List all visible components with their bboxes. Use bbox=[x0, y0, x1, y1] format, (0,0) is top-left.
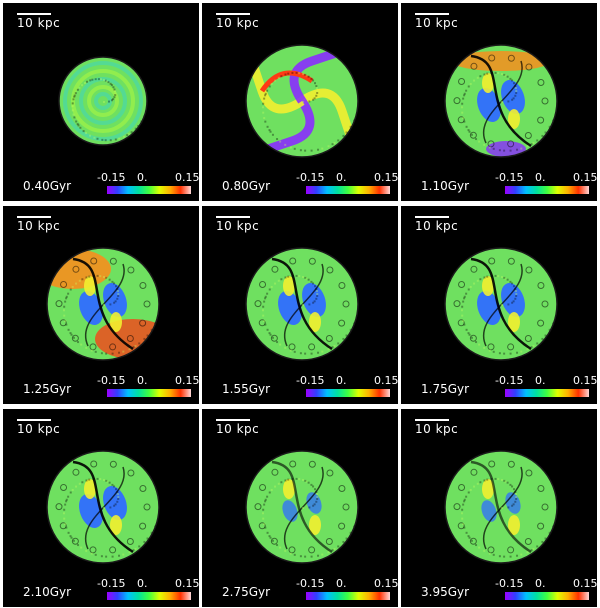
colorbar bbox=[107, 389, 191, 397]
colorbar-ticks: -0.15 0. 0.15 bbox=[296, 577, 398, 590]
colorbar-tick-label: -0.15 bbox=[97, 171, 126, 184]
colorbar bbox=[306, 389, 390, 397]
colorbar-tick-label: 0.15 bbox=[374, 374, 398, 387]
colorbar-ticks: -0.15 0. 0.15 bbox=[296, 171, 398, 184]
colorbar-tick-label: 0. bbox=[535, 374, 546, 387]
scale-label: 10 kpc bbox=[17, 219, 61, 233]
galaxy-velocity-map bbox=[46, 450, 160, 564]
simulation-panel: 10 kpc 1.75Gyr -0.15 0. 0.15 bbox=[401, 206, 597, 404]
colorbar-tick-label: 0.15 bbox=[573, 577, 597, 590]
simulation-panel: 10 kpc 0.40Gyr -0.15 0. 0.15 bbox=[3, 3, 199, 201]
colorbar-tick-label: -0.15 bbox=[296, 171, 325, 184]
simulation-panel: 10 kpc 2.75Gyr -0.15 0. 0.15 bbox=[202, 409, 398, 607]
colorbar bbox=[306, 592, 390, 600]
scale-bar bbox=[216, 216, 250, 218]
colorbar-tick-label: -0.15 bbox=[495, 374, 524, 387]
simulation-panel: 10 kpc 1.55Gyr -0.15 0. 0.15 bbox=[202, 206, 398, 404]
colorbar-tick-label: -0.15 bbox=[97, 374, 126, 387]
colorbar-ticks: -0.15 0. 0.15 bbox=[97, 577, 199, 590]
colorbar-tick-label: 0. bbox=[137, 374, 148, 387]
galaxy-velocity-map bbox=[46, 247, 160, 361]
colorbar-tick-label: -0.15 bbox=[296, 374, 325, 387]
colorbar bbox=[505, 592, 589, 600]
colorbar-tick-label: 0. bbox=[336, 374, 347, 387]
scale-bar bbox=[216, 13, 250, 15]
scale-label: 10 kpc bbox=[216, 219, 260, 233]
colorbar-tick-label: 0.15 bbox=[374, 577, 398, 590]
scale-bar bbox=[415, 419, 449, 421]
colorbar-tick-label: -0.15 bbox=[495, 577, 524, 590]
colorbar-tick-label: 0.15 bbox=[175, 577, 199, 590]
colorbar-ticks: -0.15 0. 0.15 bbox=[97, 374, 199, 387]
colorbar-tick-label: 0.15 bbox=[573, 171, 597, 184]
time-label: 1.25Gyr bbox=[23, 382, 72, 396]
galaxy-velocity-map bbox=[444, 247, 558, 361]
scale-label: 10 kpc bbox=[17, 422, 61, 436]
time-label: 2.10Gyr bbox=[23, 585, 72, 599]
scale-label: 10 kpc bbox=[415, 422, 459, 436]
scale-bar bbox=[17, 13, 51, 15]
galaxy-velocity-map bbox=[245, 44, 359, 158]
time-label: 0.80Gyr bbox=[222, 179, 271, 193]
colorbar-tick-label: 0. bbox=[535, 577, 546, 590]
time-label: 1.55Gyr bbox=[222, 382, 271, 396]
galaxy-velocity-map bbox=[245, 247, 359, 361]
simulation-panel: 10 kpc 1.25Gyr -0.15 0. 0.15 bbox=[3, 206, 199, 404]
scale-bar bbox=[17, 216, 51, 218]
scale-label: 10 kpc bbox=[415, 219, 459, 233]
time-label: 1.10Gyr bbox=[421, 179, 470, 193]
colorbar bbox=[107, 186, 191, 194]
scale-label: 10 kpc bbox=[17, 16, 61, 30]
time-label: 1.75Gyr bbox=[421, 382, 470, 396]
simulation-panel: 10 kpc 0.80Gyr -0.15 0. 0.15 bbox=[202, 3, 398, 201]
time-label: 3.95Gyr bbox=[421, 585, 470, 599]
colorbar-ticks: -0.15 0. 0.15 bbox=[296, 374, 398, 387]
colorbar bbox=[107, 592, 191, 600]
galaxy-velocity-map bbox=[245, 450, 359, 564]
time-label: 0.40Gyr bbox=[23, 179, 72, 193]
simulation-panel: 10 kpc 2.10Gyr -0.15 0. 0.15 bbox=[3, 409, 199, 607]
colorbar-tick-label: 0.15 bbox=[175, 374, 199, 387]
colorbar-tick-label: -0.15 bbox=[97, 577, 126, 590]
colorbar-tick-label: 0. bbox=[336, 171, 347, 184]
scale-label: 10 kpc bbox=[216, 16, 260, 30]
colorbar-ticks: -0.15 0. 0.15 bbox=[495, 374, 597, 387]
simulation-panel-grid: 10 kpc 0.40Gyr -0.15 0. 0.15 10 kpc 0.80Gyr -0.… bbox=[3, 3, 597, 607]
simulation-panel: 10 kpc 1.10Gyr -0.15 0. 0.15 bbox=[401, 3, 597, 201]
colorbar bbox=[505, 389, 589, 397]
colorbar-tick-label: 0. bbox=[535, 171, 546, 184]
colorbar bbox=[505, 186, 589, 194]
colorbar-tick-label: 0.15 bbox=[374, 171, 398, 184]
scale-bar bbox=[17, 419, 51, 421]
colorbar-tick-label: 0.15 bbox=[175, 171, 199, 184]
scale-bar bbox=[415, 13, 449, 15]
colorbar-tick-label: 0.15 bbox=[573, 374, 597, 387]
scale-bar bbox=[415, 216, 449, 218]
colorbar-ticks: -0.15 0. 0.15 bbox=[495, 171, 597, 184]
colorbar-tick-label: 0. bbox=[137, 171, 148, 184]
galaxy-velocity-map bbox=[444, 44, 558, 158]
galaxy-velocity-map bbox=[444, 450, 558, 564]
time-label: 2.75Gyr bbox=[222, 585, 271, 599]
colorbar-tick-label: -0.15 bbox=[495, 171, 524, 184]
colorbar-tick-label: 0. bbox=[137, 577, 148, 590]
colorbar-tick-label: -0.15 bbox=[296, 577, 325, 590]
scale-label: 10 kpc bbox=[415, 16, 459, 30]
scale-bar bbox=[216, 419, 250, 421]
colorbar bbox=[306, 186, 390, 194]
colorbar-tick-label: 0. bbox=[336, 577, 347, 590]
simulation-panel: 10 kpc 3.95Gyr -0.15 0. 0.15 bbox=[401, 409, 597, 607]
galaxy-velocity-map bbox=[58, 56, 148, 146]
colorbar-ticks: -0.15 0. 0.15 bbox=[97, 171, 199, 184]
colorbar-ticks: -0.15 0. 0.15 bbox=[495, 577, 597, 590]
scale-label: 10 kpc bbox=[216, 422, 260, 436]
